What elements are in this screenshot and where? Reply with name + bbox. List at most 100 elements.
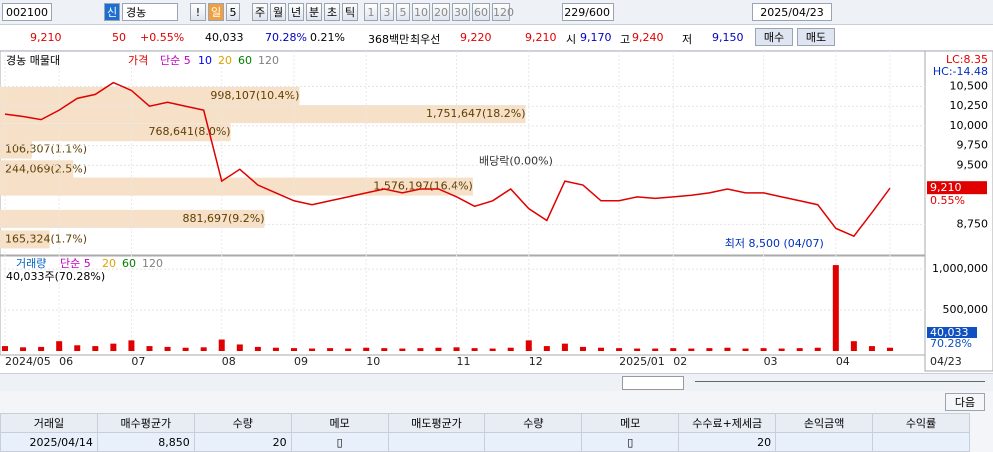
volume-bar [20,347,27,351]
x-tick-label: 04 [836,355,850,368]
unit-button[interactable]: 틱 [342,3,358,21]
info-button[interactable]: ! [190,3,206,21]
minute-button[interactable]: 120 [492,3,514,21]
volume-profile-bar [0,123,231,142]
quote-value: 9,220 [460,31,492,44]
order-button[interactable]: 매도 [797,28,835,46]
ma-legend: 20 [102,257,116,270]
minute-button[interactable]: 10 [412,3,430,21]
volume-profile-bar [0,230,50,249]
minute-button[interactable]: 3 [380,3,394,21]
ma-legend: 60 [238,54,252,67]
quote-value: 40,033 [205,31,244,44]
volume-bar [272,347,279,351]
stock-code[interactable]: 002100 [2,3,52,21]
unit-button[interactable]: 년 [288,3,304,21]
ma-legend: 단순 5 [60,257,91,270]
ma-legend: 60 [122,257,136,270]
chart: 998,107(10.4%) 1,751,647(18.2%) 768,641(8.… [0,51,993,372]
period-count[interactable]: 5 [226,3,240,21]
volume-bar [453,347,460,351]
table-cell: 20 [678,432,777,452]
volume-bar [38,346,45,351]
unit-button[interactable]: 초 [324,3,340,21]
unit-button[interactable]: 주 [252,3,268,21]
header-cell: 수수료+제세금 [678,413,777,433]
x-tick-label: 2025/01 [619,355,665,368]
volume-bar [652,348,659,351]
volume-bar [309,348,316,351]
annotation: 최저 8,500 (04/07) [725,237,824,250]
date-box[interactable]: 2025/04/23 [752,3,832,21]
side-label: LC:8.35 [946,53,988,66]
y-tick-label: 8,750 [957,217,989,230]
header-cell: 수량 [484,413,583,433]
volume-bar [290,348,297,351]
volume-bar [579,346,586,351]
y-tick-label: 9,750 [957,139,989,152]
y2-tick-label: 500,000 [943,303,989,316]
next-button[interactable]: 다음 [945,393,985,411]
period-button[interactable]: 일 [208,3,224,21]
volume-bar [616,348,623,351]
table-cell [484,432,583,452]
new-tag[interactable]: 신 [104,3,120,21]
volume-tag: 70.28% [930,337,972,350]
volume-bar [254,346,261,351]
volume-profile-bar [0,160,74,179]
stock-name[interactable]: 경농 [122,3,178,21]
volume-bar [146,346,153,351]
side-label: HC:-14.48 [933,65,988,78]
order-button[interactable]: 매수 [755,28,793,46]
y-tick-label: 10,000 [950,119,989,132]
count-box[interactable]: 229/600 [562,3,614,21]
scroll-controls[interactable] [622,376,684,390]
quote-value: 0.21% [310,31,345,44]
rate-tag: 0.55% [930,194,965,207]
unit-button[interactable]: 분 [306,3,322,21]
volume-tag: 40,033 [930,326,969,339]
volume-bar [832,265,839,351]
volume-tag-bg [927,338,977,349]
header-cell: 거래일 [0,413,98,433]
volume-bar [868,346,875,351]
minute-button[interactable]: 20 [432,3,450,21]
volume-bar [688,348,695,351]
volume-bar [706,348,713,351]
volume-bar [670,348,677,351]
volume-bar [74,345,81,351]
volume-profile-bar [0,177,473,196]
x-tick-label: 06 [59,355,73,368]
volume-bar [363,347,370,351]
quote-bar: 9,210 50 +0.55% 40,033 70.28% 0.21% 368백만 최우선 9,… [0,25,993,51]
ma-legend: 20 [218,54,232,67]
volume-profile-label: 768,641(8.0%) [149,125,231,138]
volume-bar [200,347,207,351]
table-cell: 20 [193,432,292,452]
x-tick-label: 2024/05 [5,355,51,368]
legend-price: 가격 [128,54,148,67]
header-cell: 수량 [193,413,292,433]
volume-bar [760,348,767,351]
header-cell: 매수평균가 [96,413,195,433]
header-cell: 손익금액 [775,413,874,433]
x-tick-label: 11 [457,355,471,368]
volume-profile-bar [0,209,265,228]
zoom-slider[interactable] [695,381,985,382]
quote-value: +0.55% [140,31,185,44]
quote-value: 9,170 [580,31,612,44]
quote-value: 시 [566,33,577,46]
quote-value: 저 [682,33,693,46]
x-tick-label: 09 [294,355,308,368]
minute-button[interactable]: 1 [364,3,378,21]
minute-button[interactable]: 60 [472,3,490,21]
y2-tick-label: 1,000,000 [932,262,988,275]
volume-bar [399,348,406,351]
volume-bar [850,341,857,351]
unit-button[interactable]: 월 [270,3,286,21]
quote-value: 9,210 [30,31,62,44]
minute-button[interactable]: 5 [396,3,410,21]
x-tick-label: 03 [764,355,778,368]
volume-bar [56,341,63,351]
minute-button[interactable]: 30 [452,3,470,21]
